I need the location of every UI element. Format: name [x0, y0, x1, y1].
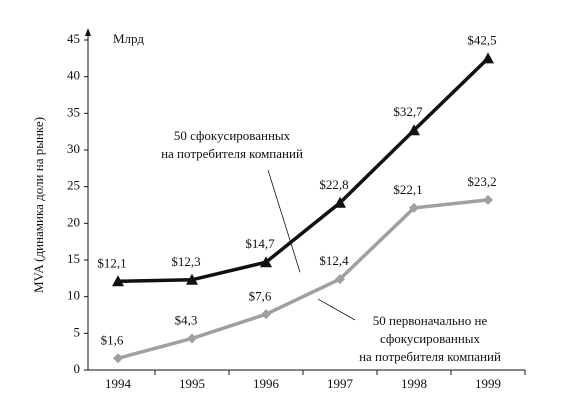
series-annotation: на потребителя компаний	[359, 349, 501, 364]
x-tick-label: 1995	[179, 376, 205, 391]
y-axis-label: MVA (динамика доли на рынке)	[31, 117, 46, 293]
series-annotation: на потребителя компаний	[161, 146, 303, 161]
y-tick-label: 30	[67, 141, 80, 156]
data-label: $1,6	[101, 332, 124, 347]
x-tick-label: 1997	[327, 376, 354, 391]
data-label: $14,7	[245, 236, 275, 251]
y-tick-label: 10	[67, 288, 80, 303]
data-label: $32,7	[393, 104, 423, 119]
y-axis-arrow	[85, 28, 91, 36]
marker	[483, 194, 493, 205]
y-tick-label: 0	[74, 361, 81, 376]
x-tick-label: 1998	[401, 376, 427, 391]
x-tick-label: 1994	[105, 376, 132, 391]
marker	[261, 309, 271, 320]
x-tick-label: 1996	[253, 376, 280, 391]
y-tick-label: 45	[67, 31, 80, 46]
marker	[334, 196, 346, 208]
marker	[186, 273, 198, 285]
y-tick-label: 40	[67, 68, 80, 83]
y-tick-label: 5	[74, 324, 81, 339]
data-label: $22,8	[319, 177, 348, 192]
series-line	[117, 57, 490, 284]
unit-label: Млрд	[113, 31, 144, 46]
marker	[113, 353, 123, 364]
marker	[187, 333, 197, 344]
data-label: $42,5	[467, 32, 496, 47]
series-annotation: сфокусированных	[380, 331, 481, 346]
series-line	[117, 198, 489, 360]
data-label: $7,6	[249, 288, 272, 303]
y-tick-label: 25	[67, 178, 80, 193]
marker	[408, 124, 420, 136]
y-tick-label: 35	[67, 104, 80, 119]
marker	[112, 275, 124, 287]
series-annotation: 50 сфокусированных	[174, 128, 291, 143]
series-annotation: 50 первоначально не	[373, 313, 488, 328]
data-label: $4,3	[175, 312, 198, 327]
x-tick-label: 1999	[475, 376, 501, 391]
marker	[409, 202, 419, 213]
leader-line	[317, 298, 356, 321]
marker	[482, 52, 494, 64]
data-label: $12,1	[97, 255, 126, 270]
marker	[335, 274, 345, 285]
y-tick-label: 20	[67, 214, 80, 229]
marker	[260, 256, 272, 268]
data-label: $12,4	[319, 253, 349, 268]
data-label: $23,2	[467, 174, 496, 189]
data-label: $12,3	[171, 254, 200, 269]
y-tick-label: 15	[67, 251, 80, 266]
leader-line	[267, 169, 301, 273]
data-label: $22,1	[393, 182, 422, 197]
